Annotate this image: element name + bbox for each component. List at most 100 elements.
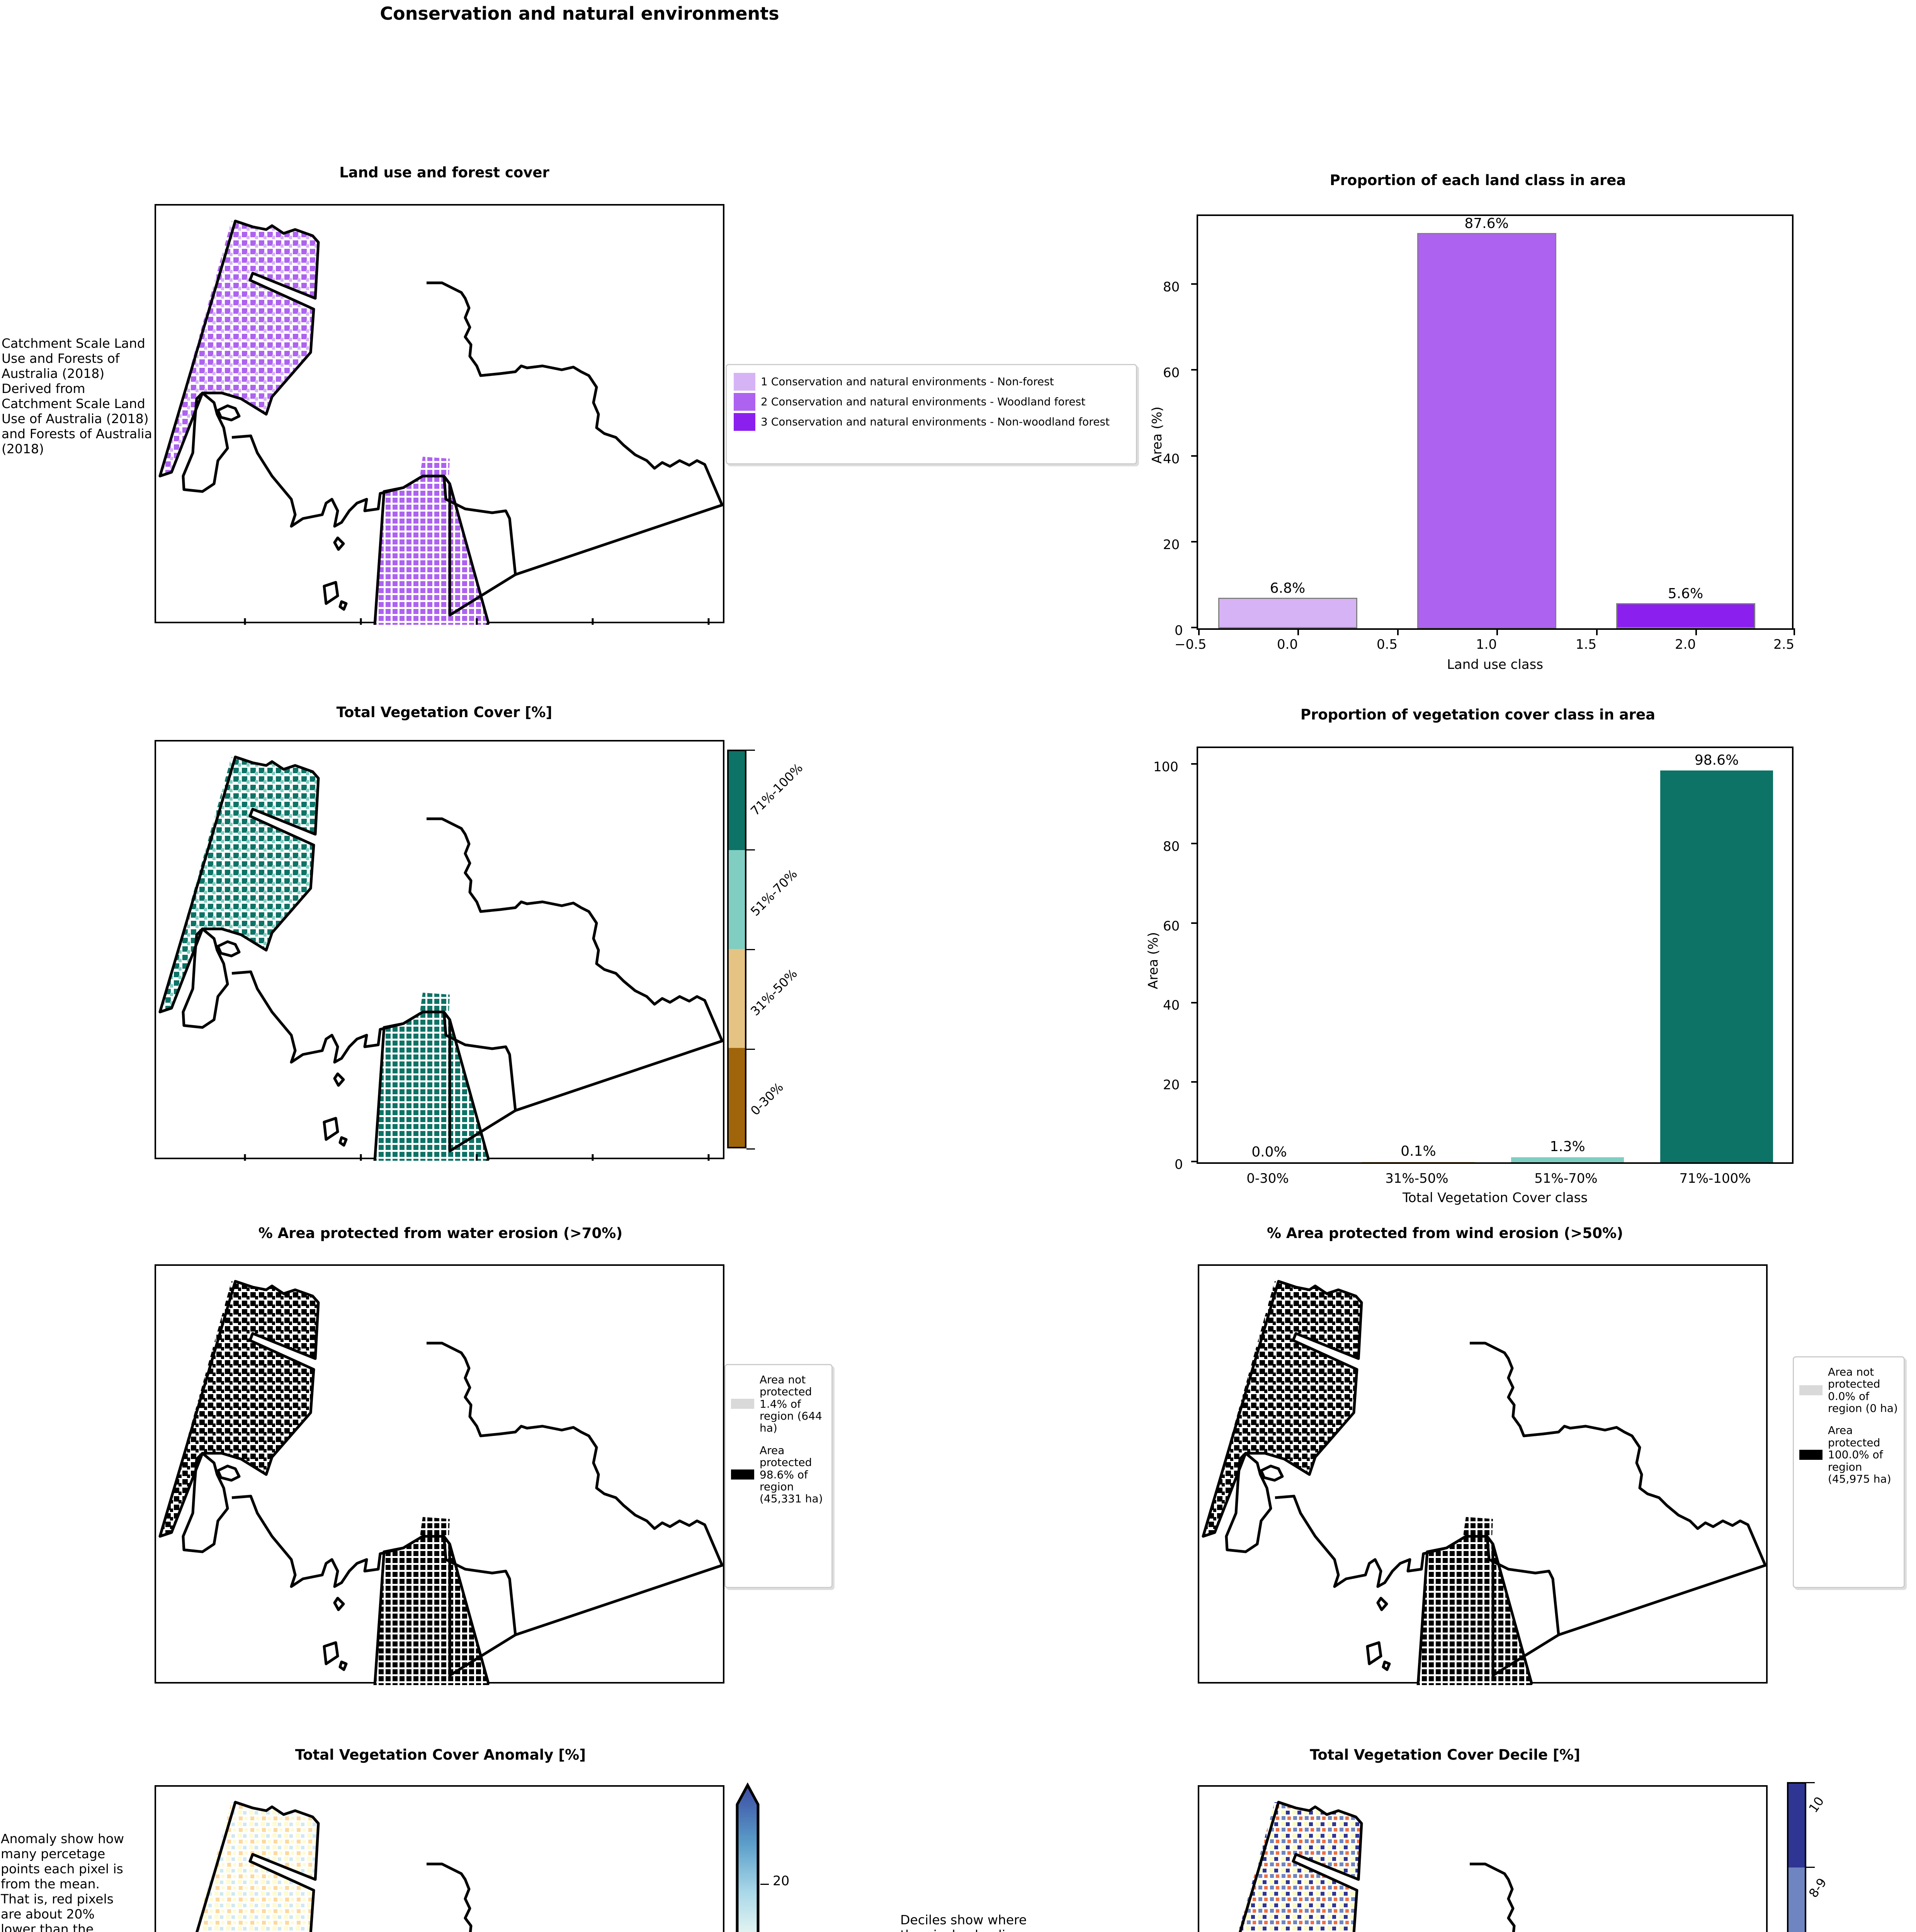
anomaly-map-note: Anomaly show how many percetage points e… bbox=[1, 1831, 124, 1932]
legend-swatch-woodland bbox=[734, 393, 755, 411]
decile-map-canvas bbox=[1203, 1801, 1516, 1932]
decile-map-note: Deciles show where the pixel value lies … bbox=[900, 1912, 1027, 1932]
ytick-label: 100 bbox=[1153, 759, 1178, 775]
wind-erosion-map-canvas bbox=[1202, 1280, 1767, 1685]
land-use-map-canvas bbox=[158, 219, 724, 625]
land-use-legend: 1 Conservation and natural environments … bbox=[726, 364, 1137, 464]
legend-swatch-not-protected bbox=[731, 1399, 754, 1409]
legend-item[interactable]: 3 Conservation and natural environments … bbox=[734, 413, 1129, 431]
cb-label-71-100: 71%-100% bbox=[748, 760, 806, 818]
veg-class-chart-axes: 0.0% 0.1% 1.3% 98.6% bbox=[1191, 747, 1794, 1164]
bar-veg-2[interactable] bbox=[1511, 1157, 1624, 1162]
cb-seg-31-50 bbox=[729, 949, 745, 1048]
legend-swatch-not-protected bbox=[1799, 1385, 1822, 1395]
bar-veg-3[interactable] bbox=[1660, 770, 1773, 1162]
anomaly-colorbar bbox=[734, 1781, 761, 1932]
xtick-label-veg-0: 0-30% bbox=[1246, 1171, 1289, 1186]
bar-label-veg-2: 1.3% bbox=[1550, 1139, 1585, 1155]
cb-label-51-70: 51%-70% bbox=[748, 866, 800, 919]
bar-class-2[interactable] bbox=[1616, 603, 1755, 628]
legend-swatch-nonforest bbox=[734, 373, 755, 391]
legend-item[interactable]: Area not protected 1.4% of region (644 h… bbox=[731, 1374, 826, 1434]
water-erosion-legend: Area not protected 1.4% of region (644 h… bbox=[724, 1364, 833, 1588]
cb-seg-71-100 bbox=[729, 751, 745, 850]
veg-class-chart-ylabel: Area (%) bbox=[1146, 932, 1161, 989]
ytick-label: 40 bbox=[1163, 451, 1180, 467]
legend-item[interactable]: Area not protected 0.0% of region (0 ha) bbox=[1799, 1366, 1898, 1414]
ytick-label: 60 bbox=[1163, 365, 1180, 381]
bar-label-0: 6.8% bbox=[1270, 580, 1306, 596]
water-erosion-map-canvas bbox=[158, 1280, 724, 1685]
anomaly-cbtick-20: 20 bbox=[773, 1873, 790, 1889]
bar-label-1: 87.6% bbox=[1464, 216, 1509, 231]
land-use-map-note: Catchment Scale Land Use and Forests of … bbox=[2, 336, 152, 456]
bar-label-veg-3: 98.6% bbox=[1694, 752, 1739, 768]
water-erosion-map-axes bbox=[155, 1264, 724, 1685]
veg-cover-map-axes bbox=[155, 740, 724, 1161]
legend-swatch-nonwoodland bbox=[734, 413, 755, 431]
ytick-label: 0 bbox=[1175, 623, 1183, 638]
land-class-chart-ylabel: Area (%) bbox=[1149, 406, 1165, 464]
anomaly-map-axes bbox=[155, 1785, 724, 1932]
cb-seg-51-70 bbox=[729, 850, 745, 949]
bar-label-veg-0: 0.0% bbox=[1251, 1144, 1287, 1160]
xtick-label: 1.0 bbox=[1476, 637, 1497, 652]
xtick-label: 2.5 bbox=[1773, 637, 1795, 652]
xtick-label: 0.5 bbox=[1377, 637, 1398, 652]
legend-item[interactable]: 1 Conservation and natural environments … bbox=[734, 373, 1129, 391]
wind-erosion-map-title: % Area protected from wind erosion (>50%… bbox=[1267, 1225, 1624, 1242]
xtick-label: −0.5 bbox=[1175, 637, 1207, 652]
decile-map-axes bbox=[1198, 1785, 1768, 1932]
legend-label: Area not protected 0.0% of region (0 ha) bbox=[1828, 1366, 1898, 1415]
land-use-map-axes bbox=[155, 204, 724, 625]
cb-label-0-30: 0-30% bbox=[748, 1080, 786, 1118]
water-erosion-map-title: % Area protected from water erosion (>70… bbox=[258, 1225, 623, 1242]
cb-seg-0-30 bbox=[729, 1048, 745, 1147]
legend-item[interactable]: Area protected 100.0% of region (45,975 … bbox=[1799, 1424, 1898, 1485]
cb-label-8-9: 8-9 bbox=[1805, 1875, 1829, 1900]
veg-cover-map-canvas bbox=[158, 755, 724, 1161]
xtick-label-veg-3: 71%-100% bbox=[1679, 1171, 1751, 1186]
legend-item[interactable]: Area protected 98.6% of region (45,331 h… bbox=[731, 1444, 826, 1505]
legend-label: Area protected 98.6% of region (45,331 h… bbox=[760, 1444, 823, 1505]
ytick-label: 40 bbox=[1163, 998, 1180, 1013]
decile-colorbar bbox=[1787, 1782, 1806, 1932]
xtick-label: 2.0 bbox=[1675, 637, 1696, 652]
cb-label-10: 10 bbox=[1805, 1794, 1827, 1815]
wind-erosion-legend: Area not protected 0.0% of region (0 ha)… bbox=[1793, 1356, 1905, 1588]
legend-label: 1 Conservation and natural environments … bbox=[761, 375, 1054, 388]
legend-label: Area not protected 1.4% of region (644 h… bbox=[760, 1373, 822, 1435]
legend-swatch-protected bbox=[731, 1469, 754, 1480]
cb-seg-8-9 bbox=[1788, 1867, 1805, 1932]
land-class-chart-xlabel: Land use class bbox=[1447, 657, 1544, 672]
bar-label-veg-1: 0.1% bbox=[1401, 1143, 1436, 1159]
land-use-map-title: Land use and forest cover bbox=[339, 164, 549, 181]
legend-label: 3 Conservation and natural environments … bbox=[761, 415, 1110, 429]
anomaly-map-canvas bbox=[160, 1801, 473, 1932]
bar-class-1[interactable] bbox=[1417, 233, 1556, 628]
decile-map-title: Total Vegetation Cover Decile [%] bbox=[1310, 1747, 1580, 1763]
legend-label: Area protected 100.0% of region (45,975 … bbox=[1828, 1424, 1891, 1485]
veg-cover-colorbar bbox=[727, 750, 746, 1148]
xtick-label: 1.5 bbox=[1576, 637, 1597, 652]
ytick-label: 20 bbox=[1163, 537, 1180, 553]
legend-swatch-protected bbox=[1799, 1449, 1822, 1460]
veg-cover-map-title: Total Vegetation Cover [%] bbox=[336, 704, 553, 721]
bar-label-2: 5.6% bbox=[1668, 586, 1703, 602]
anomaly-map-title: Total Vegetation Cover Anomaly [%] bbox=[295, 1747, 586, 1763]
land-class-chart-title: Proportion of each land class in area bbox=[1329, 172, 1626, 189]
ytick-label: 80 bbox=[1163, 279, 1180, 295]
page-title: Conservation and natural environments bbox=[380, 3, 779, 24]
cb-seg-10 bbox=[1788, 1784, 1805, 1868]
wind-erosion-map-axes bbox=[1198, 1264, 1768, 1685]
veg-class-chart-xlabel: Total Vegetation Cover class bbox=[1402, 1190, 1588, 1206]
legend-item[interactable]: 2 Conservation and natural environments … bbox=[734, 393, 1129, 411]
ytick-label: 80 bbox=[1163, 839, 1180, 854]
ytick-label: 60 bbox=[1163, 918, 1180, 934]
legend-label: 2 Conservation and natural environments … bbox=[761, 395, 1086, 408]
ytick-label: 0 bbox=[1175, 1157, 1183, 1172]
bar-class-0[interactable] bbox=[1218, 598, 1357, 628]
veg-class-chart-title: Proportion of vegetation cover class in … bbox=[1300, 706, 1656, 723]
land-class-chart-axes: 6.8% 87.6% 5.6% bbox=[1191, 214, 1795, 635]
xtick-label-veg-2: 51%-70% bbox=[1534, 1171, 1598, 1186]
